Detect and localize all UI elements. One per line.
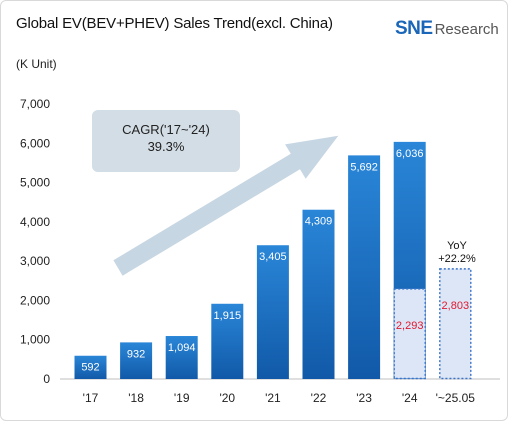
sne-research-logo: SNE Research [395,14,499,44]
yoy-annotation: YoY +22.2% [432,240,482,266]
bar-value-label: 1,915 [214,310,242,322]
y-tick-label: 2,000 [20,293,50,307]
bar [302,209,335,379]
unit-label: (K Unit) [16,57,57,71]
bar-value-label: 592 [81,362,99,374]
bar-value-label: 3,405 [259,251,287,263]
y-tick-label: 3,000 [20,254,50,268]
bar-value-label: 932 [127,348,145,360]
logo-sne-text: SNE [395,18,433,39]
x-category-label: '20 [219,391,235,405]
x-category-label: '21 [265,391,281,405]
y-tick-label: 0 [43,372,50,386]
bar [348,155,381,379]
x-category-label: '~25.05 [436,391,476,405]
bar [256,245,289,379]
bar-value-label: 4,309 [305,216,333,228]
yoy-label: YoY [447,240,467,252]
partial-bar [393,288,426,380]
x-category-label: '23 [356,391,372,405]
y-tick-label: 7,000 [20,97,50,111]
bar [165,336,198,379]
cagr-value: 39.3% [147,139,185,154]
x-category-label: '18 [128,391,144,405]
bar-value-label: 5,692 [350,161,378,173]
y-tick-label: 1,000 [20,333,50,347]
cagr-callout: CAGR('17~'24) 39.3% [92,110,240,172]
bar-value-label: 1,094 [168,342,196,354]
partial-value-label: 2,293 [396,320,424,332]
growth-arrow-icon [113,135,339,276]
bar [74,355,107,379]
x-category-label: '17 [83,391,99,405]
bar-value-label: 6,036 [396,148,424,160]
y-tick-label: 6,000 [20,136,50,150]
y-tick-label: 4,000 [20,215,50,229]
bar [211,303,244,379]
x-category-label: '19 [174,391,190,405]
x-category-label: '22 [311,391,327,405]
yoy-value: +22.2% [438,253,476,265]
cagr-label: CAGR('17~'24) [122,122,210,137]
partial-value-label: 2,803 [442,300,470,312]
logo-research-text: Research [434,20,499,38]
y-tick-label: 5,000 [20,176,50,190]
bar [120,342,153,379]
x-category-label: '24 [402,391,418,405]
chart-title: Global EV(BEV+PHEV) Sales Trend(excl. Ch… [16,15,333,32]
partial-bar [439,268,472,380]
